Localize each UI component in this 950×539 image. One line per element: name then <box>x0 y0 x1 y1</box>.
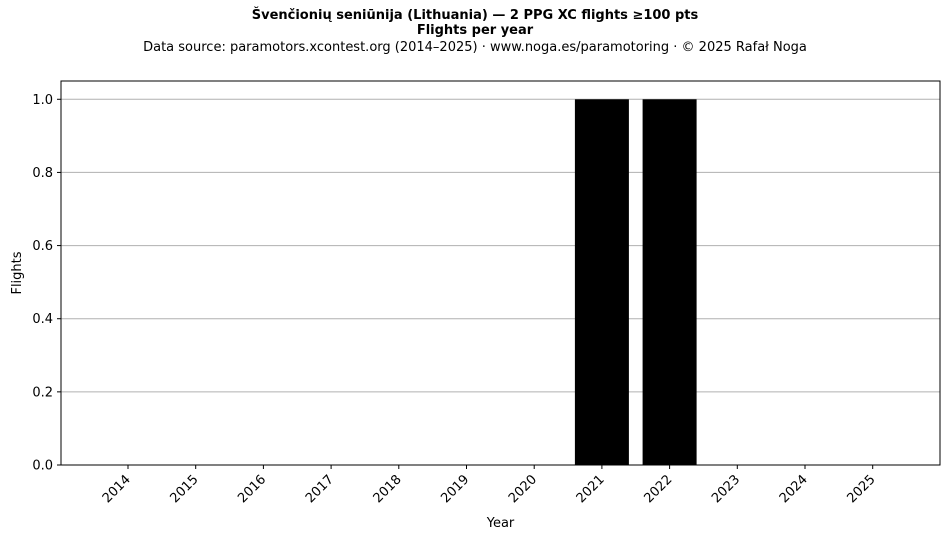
x-tick-label: 2014 <box>100 472 134 506</box>
y-tick-label: 0.4 <box>32 312 53 327</box>
chart-subtitle: Flights per year <box>416 23 534 38</box>
x-tick-label: 2024 <box>777 472 811 506</box>
x-tick-label: 2021 <box>574 472 608 506</box>
x-tick-label: 2015 <box>168 472 202 506</box>
x-axis-ticks: 2014 2015 2016 2017 2018 2019 2020 2021 2022 2023… <box>100 465 879 506</box>
chart-title: Švenčionių seniūnija (Lithuania) — 2 PPG… <box>251 8 699 23</box>
x-tick-label: 2016 <box>235 472 269 506</box>
x-tick-label: 2019 <box>438 472 472 506</box>
bar-2021 <box>574 99 629 466</box>
x-tick-label: 2022 <box>641 472 675 506</box>
x-tick-label: 2025 <box>845 472 879 506</box>
x-tick-label: 2018 <box>371 472 405 506</box>
bars <box>574 99 697 466</box>
y-tick-label: 0.6 <box>32 239 53 254</box>
y-axis-label: Flights <box>10 251 25 294</box>
chart-titles: Švenčionių seniūnija (Lithuania) — 2 PPG… <box>0 8 950 57</box>
data-source-note: Data source: paramotors.xcontest.org (20… <box>143 40 807 55</box>
bar-2022 <box>642 99 697 466</box>
y-tick-label: 1.0 <box>32 93 53 108</box>
x-tick-label: 2020 <box>506 472 540 506</box>
y-axis-ticks: 0.0 0.2 0.4 0.6 0.8 1.0 <box>32 93 61 474</box>
x-tick-label: 2017 <box>303 472 337 506</box>
y-tick-label: 0.0 <box>32 459 53 474</box>
y-tick-label: 0.2 <box>32 385 53 400</box>
x-tick-label: 2023 <box>709 472 743 506</box>
plot-frame <box>60 80 941 466</box>
grid-lines <box>61 98 940 393</box>
x-axis-label: Year <box>486 516 515 531</box>
y-tick-label: 0.8 <box>32 166 53 181</box>
